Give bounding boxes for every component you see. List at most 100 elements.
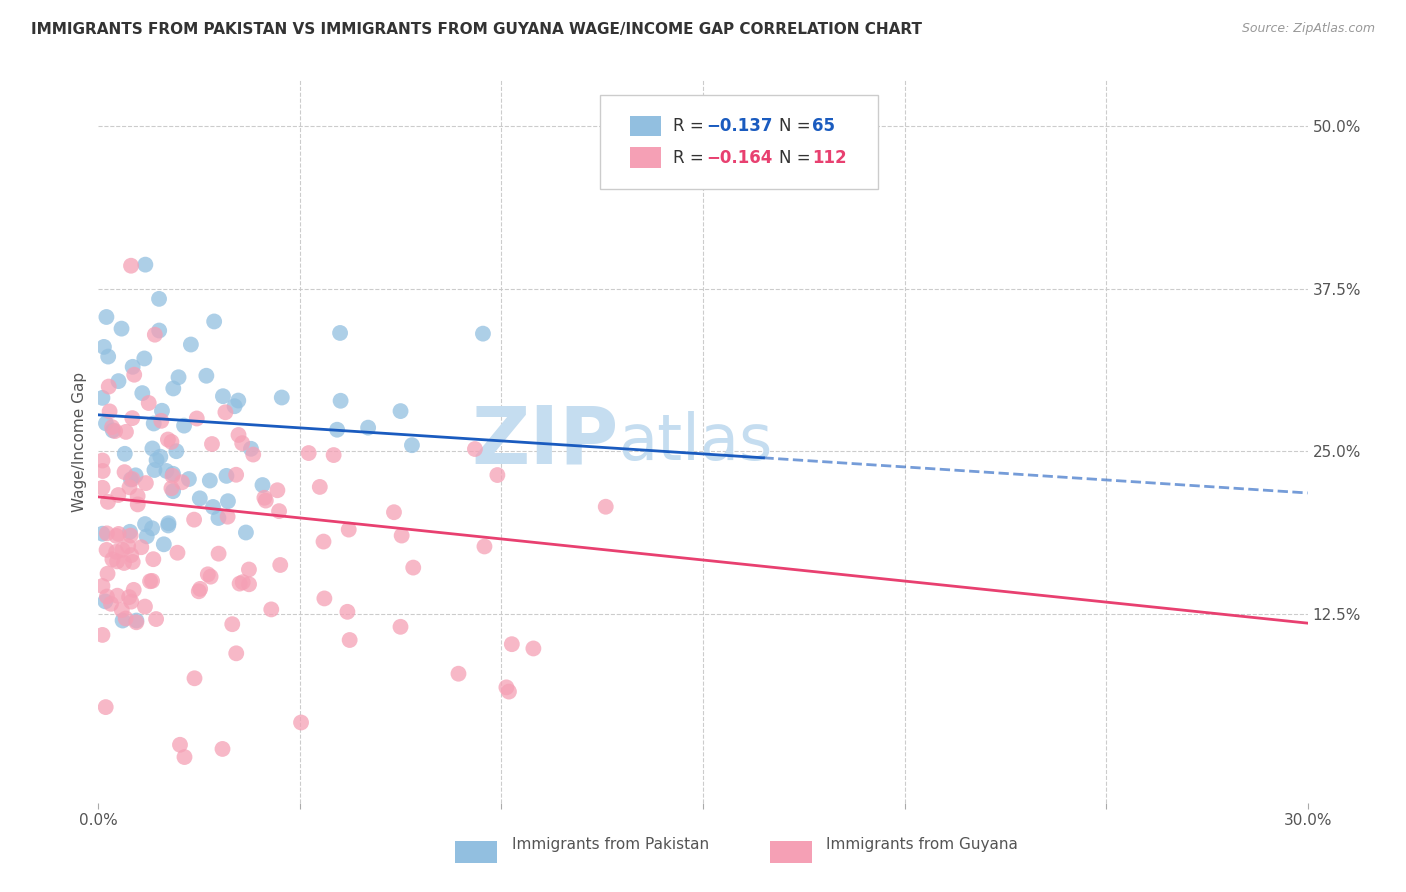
Point bbox=[118, 524, 141, 539]
Point bbox=[134, 517, 156, 532]
Point bbox=[260, 602, 283, 616]
Point bbox=[269, 558, 291, 572]
Text: Source: ZipAtlas.com: Source: ZipAtlas.com bbox=[1241, 22, 1375, 36]
Text: R =: R = bbox=[672, 149, 709, 167]
Point bbox=[114, 465, 136, 479]
Point bbox=[127, 497, 149, 511]
Text: Immigrants from Guyana: Immigrants from Guyana bbox=[827, 838, 1018, 852]
Point bbox=[94, 417, 117, 431]
Point bbox=[160, 481, 183, 495]
Point bbox=[197, 567, 219, 582]
Point bbox=[207, 547, 229, 561]
Point bbox=[225, 467, 247, 482]
Point bbox=[145, 453, 167, 467]
Point bbox=[112, 556, 135, 570]
Point bbox=[91, 453, 114, 467]
Point bbox=[148, 292, 170, 306]
Point bbox=[105, 554, 128, 568]
Text: N =: N = bbox=[779, 117, 815, 135]
Point bbox=[120, 472, 142, 486]
Point bbox=[141, 442, 163, 456]
Point bbox=[200, 569, 222, 583]
Point bbox=[162, 468, 184, 483]
Point bbox=[91, 579, 114, 593]
Point bbox=[96, 566, 118, 581]
Point bbox=[183, 513, 205, 527]
Point bbox=[401, 438, 423, 452]
Point bbox=[145, 612, 167, 626]
Text: 112: 112 bbox=[811, 149, 846, 167]
Point bbox=[91, 391, 114, 405]
Point bbox=[382, 505, 405, 519]
Point bbox=[253, 491, 276, 505]
Point bbox=[125, 615, 148, 630]
Point bbox=[201, 500, 224, 514]
Point bbox=[135, 476, 157, 491]
Point bbox=[118, 590, 141, 604]
Point bbox=[143, 327, 166, 342]
Point bbox=[183, 671, 205, 685]
Point bbox=[486, 468, 509, 483]
Text: IMMIGRANTS FROM PAKISTAN VS IMMIGRANTS FROM GUYANA WAGE/INCOME GAP CORRELATION C: IMMIGRANTS FROM PAKISTAN VS IMMIGRANTS F… bbox=[31, 22, 922, 37]
Point bbox=[215, 468, 238, 483]
Point bbox=[120, 528, 142, 542]
Point bbox=[98, 404, 121, 418]
FancyBboxPatch shape bbox=[769, 841, 811, 863]
Point bbox=[97, 350, 120, 364]
Point bbox=[357, 420, 380, 434]
Point bbox=[143, 463, 166, 477]
Point bbox=[122, 368, 145, 382]
Point bbox=[337, 523, 360, 537]
Point bbox=[139, 574, 162, 589]
Point bbox=[134, 351, 156, 366]
Point bbox=[156, 433, 179, 447]
Point bbox=[107, 374, 129, 388]
Point bbox=[150, 403, 173, 417]
Point bbox=[120, 594, 142, 608]
Point bbox=[329, 393, 352, 408]
Point bbox=[114, 611, 136, 625]
Point bbox=[142, 552, 165, 566]
Point bbox=[211, 742, 233, 756]
Point bbox=[157, 518, 180, 533]
Point bbox=[115, 425, 138, 439]
Point bbox=[254, 493, 277, 508]
Point bbox=[389, 404, 412, 418]
Point bbox=[498, 684, 520, 698]
Point bbox=[195, 368, 218, 383]
Point bbox=[471, 326, 494, 341]
FancyBboxPatch shape bbox=[600, 95, 879, 189]
Text: 65: 65 bbox=[811, 117, 835, 135]
Point bbox=[131, 386, 153, 401]
Point bbox=[150, 414, 173, 428]
FancyBboxPatch shape bbox=[630, 116, 661, 136]
FancyBboxPatch shape bbox=[456, 841, 498, 863]
Point bbox=[91, 481, 114, 495]
Point bbox=[389, 620, 412, 634]
Point bbox=[173, 750, 195, 764]
Point bbox=[120, 259, 142, 273]
Point bbox=[120, 548, 142, 562]
Point bbox=[96, 590, 118, 604]
Point bbox=[267, 504, 290, 518]
FancyBboxPatch shape bbox=[630, 147, 661, 168]
Point bbox=[239, 442, 262, 456]
Point bbox=[96, 526, 118, 541]
Point bbox=[252, 478, 274, 492]
Point bbox=[326, 423, 349, 437]
Point bbox=[290, 715, 312, 730]
Point bbox=[122, 582, 145, 597]
Point bbox=[165, 444, 187, 458]
Point bbox=[96, 310, 118, 324]
Point bbox=[225, 646, 247, 660]
Point bbox=[121, 555, 143, 569]
Point bbox=[91, 464, 114, 478]
Point bbox=[142, 417, 165, 431]
Point bbox=[94, 700, 117, 714]
Text: atlas: atlas bbox=[619, 410, 773, 473]
Point bbox=[228, 576, 250, 591]
Point bbox=[231, 436, 253, 450]
Point bbox=[124, 468, 146, 483]
Text: −0.164: −0.164 bbox=[707, 149, 773, 167]
Point bbox=[110, 321, 132, 335]
